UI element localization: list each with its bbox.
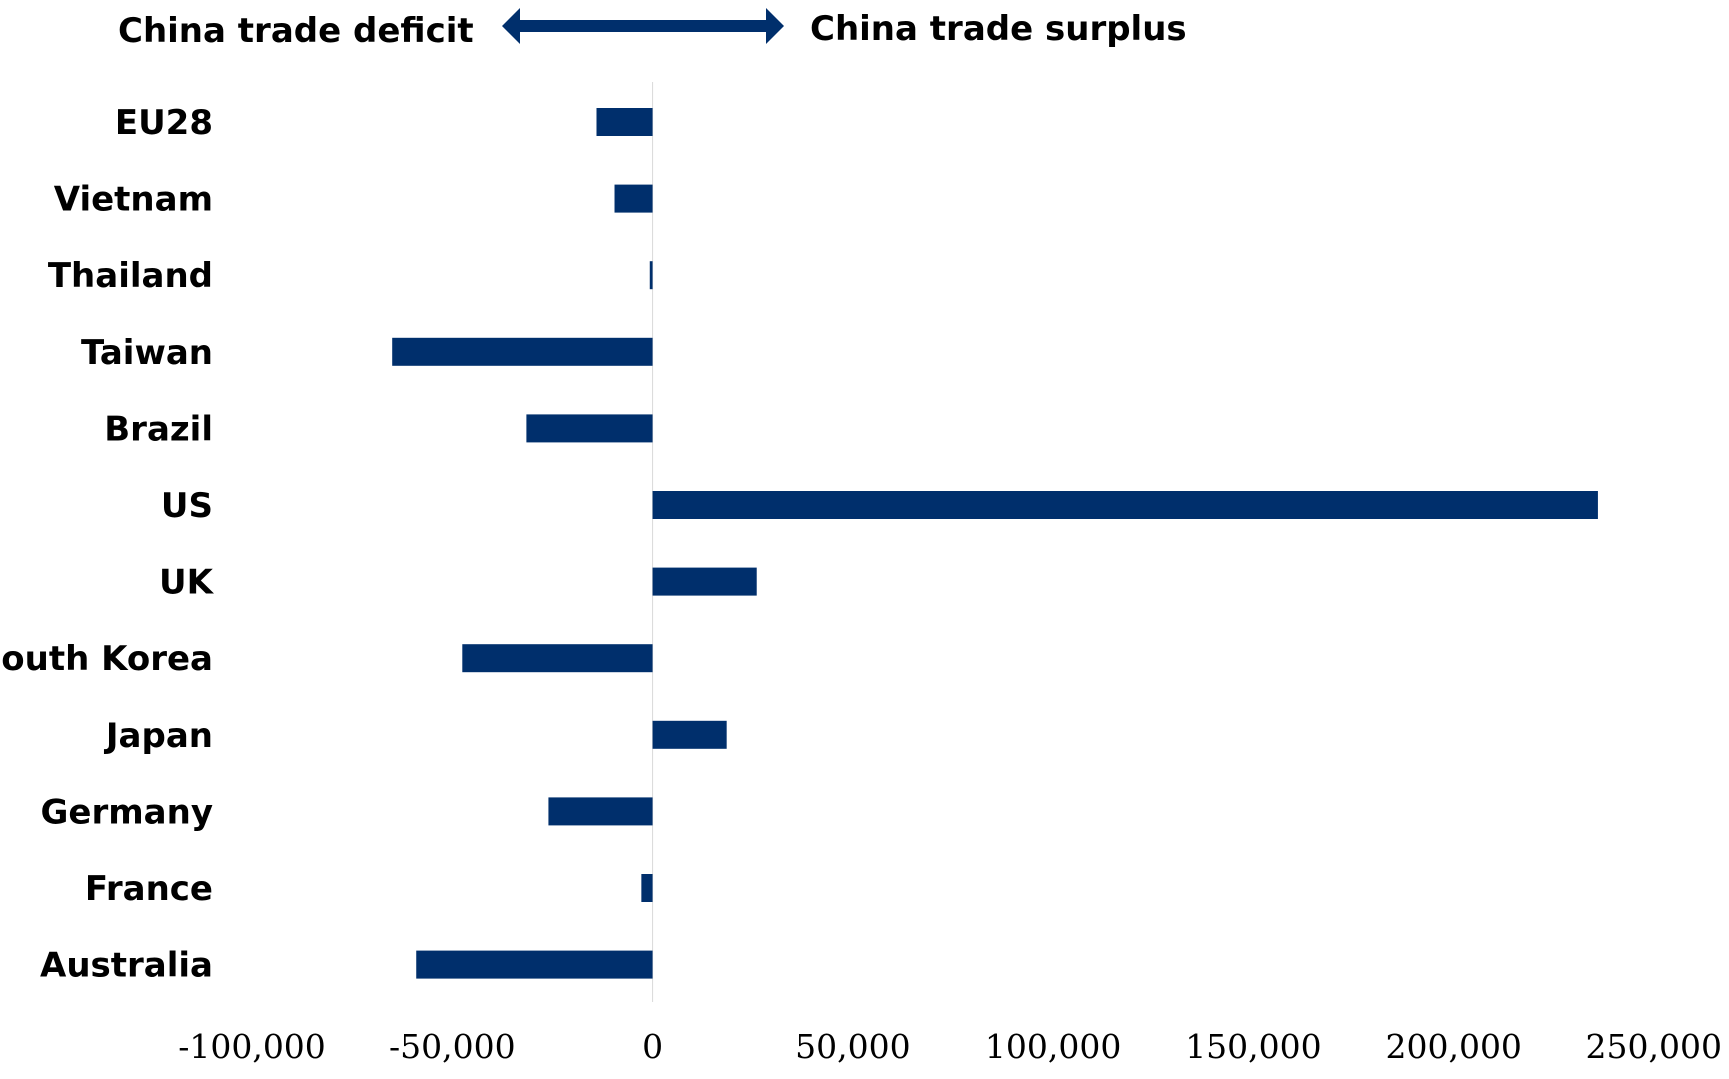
bar-france: [641, 874, 653, 902]
bar-brazil: [526, 414, 653, 443]
x-tick-label: 100,000: [985, 1027, 1121, 1066]
bar-us: [652, 491, 1598, 519]
bar-germany: [548, 797, 653, 826]
x-tick-label: -100,000: [178, 1027, 326, 1066]
category-label-france: France: [85, 869, 213, 909]
category-label-uk: UK: [159, 563, 215, 603]
x-tick-label: 0: [642, 1027, 663, 1066]
category-labels: EU28 Vietnam Thailand Taiwan Brazil US UK South…: [0, 103, 215, 986]
bar-south-korea: [462, 644, 653, 673]
category-label-vietnam: Vietnam: [54, 180, 213, 220]
category-label-south-korea: South Korea: [0, 639, 213, 679]
bar-uk: [652, 567, 757, 596]
x-tick-label: 50,000: [795, 1027, 910, 1066]
x-tick-label: 250,000: [1586, 1027, 1722, 1066]
double-headed-arrow-icon: [502, 8, 784, 44]
bar-japan: [652, 720, 727, 749]
x-tick-label: 200,000: [1385, 1027, 1521, 1066]
x-tick-label: 150,000: [1185, 1027, 1321, 1066]
category-label-thailand: Thailand: [48, 256, 213, 296]
category-label-brazil: Brazil: [104, 409, 213, 449]
category-label-japan: Japan: [104, 716, 213, 756]
bar-australia: [416, 950, 653, 979]
bar-eu28: [596, 108, 653, 136]
annotation-header: China trade deficit China trade surplus: [118, 8, 1187, 51]
category-label-germany: Germany: [41, 792, 213, 832]
category-label-taiwan: Taiwan: [81, 333, 213, 373]
x-axis-tick-labels: -100,000 -50,000 0 50,000 100,000 150,000 200,…: [178, 1027, 1722, 1066]
bars: [392, 108, 1598, 979]
bar-vietnam: [614, 184, 653, 213]
bar-thailand: [649, 261, 653, 290]
x-tick-label: -50,000: [389, 1027, 516, 1066]
category-label-us: US: [161, 486, 213, 526]
category-label-australia: Australia: [40, 946, 213, 986]
surplus-annotation: China trade surplus: [810, 9, 1187, 49]
category-label-eu28: EU28: [115, 103, 213, 143]
deficit-annotation: China trade deficit: [118, 11, 474, 51]
bar-taiwan: [392, 337, 653, 366]
